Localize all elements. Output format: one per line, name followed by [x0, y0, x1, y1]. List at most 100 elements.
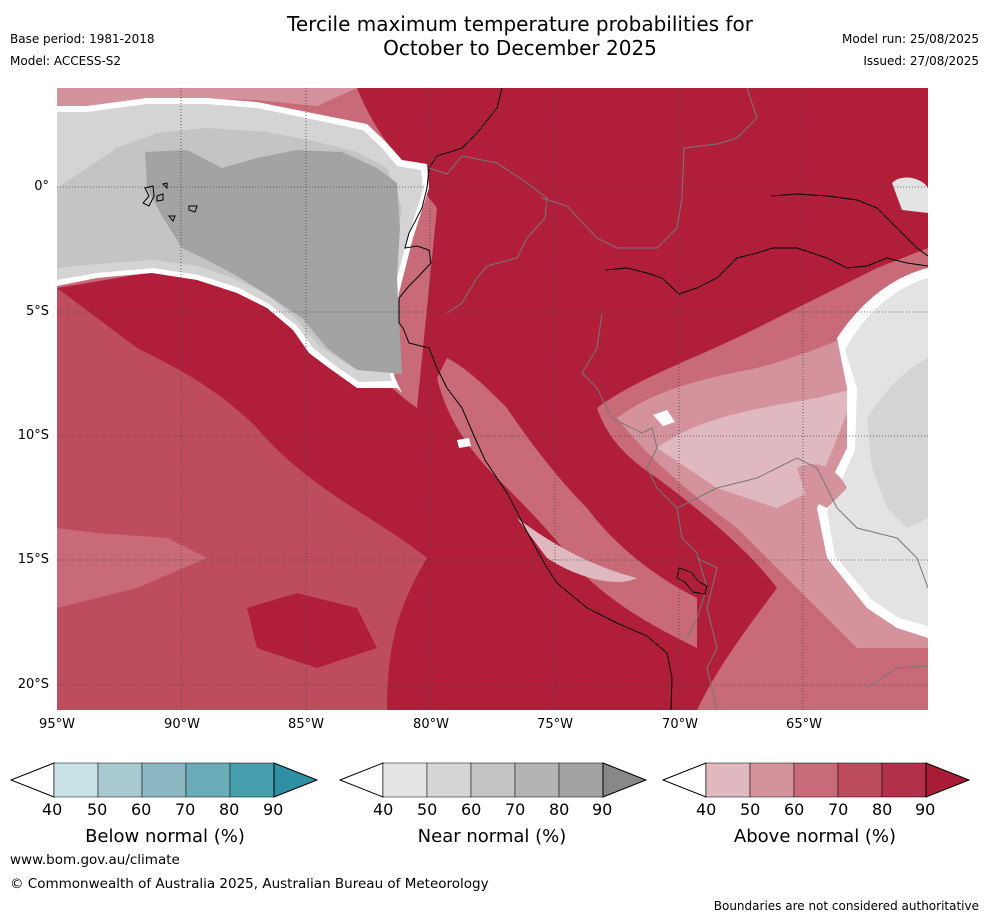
region-above-50-60-patch: [797, 464, 847, 508]
lon-label-80w: 80°W: [413, 717, 449, 732]
cbar-below-tick: 90: [263, 800, 284, 819]
cbar-below-bin-4: [185, 762, 231, 798]
island-shape: [188, 205, 198, 213]
lon-label-65w: 65°W: [786, 717, 822, 732]
cbar-near-label: Near normal (%): [417, 826, 567, 847]
lon-label-90w: 90°W: [164, 717, 200, 732]
cbar-above-bin-5: [881, 762, 927, 798]
lat-label-20s: 20°S: [17, 677, 49, 692]
region-above-80-90-ocean-s: [247, 593, 377, 668]
graticule: [57, 88, 928, 710]
probability-map: [57, 88, 928, 710]
title-line-1: Tercile maximum temperature probabilitie…: [287, 12, 753, 36]
region-above-60-70-coast: [437, 358, 697, 648]
issued-text: Issued: 27/08/2025: [863, 54, 979, 68]
lon-label-75w: 75°W: [537, 717, 573, 732]
title-line-2: October to December 2025: [383, 36, 657, 60]
cbar-above-tick: 60: [784, 800, 805, 819]
cbar-above-bin-4: [837, 762, 883, 798]
cbar-above-label: Above normal (%): [733, 826, 897, 847]
lon-label-95w: 95°W: [39, 717, 75, 732]
cbar-above-tick: 70: [828, 800, 849, 819]
region-near-50-60-east: [867, 358, 928, 528]
border-line: [428, 155, 548, 314]
model-run-text: Model run: 25/08/2025: [841, 32, 979, 46]
cbar-above-upper-arrow: [925, 762, 971, 798]
lat-label-15s: 15°S: [17, 552, 49, 567]
lat-label-0: 0°: [34, 179, 49, 194]
lon-label-85w: 85°W: [288, 717, 324, 732]
galapagos-islands: [142, 182, 198, 222]
lat-label-10s: 10°S: [17, 428, 49, 443]
region-above-50-60-north: [57, 88, 357, 118]
cbar-near-upper-arrow: [602, 762, 648, 798]
cbar-near-bin-4: [514, 762, 560, 798]
model-text: Model: ACCESS-S2: [10, 54, 122, 68]
cbar-below-upper-arrow: [273, 762, 319, 798]
cbar-below-tick: 60: [131, 800, 152, 819]
cbar-below-tick: 80: [219, 800, 240, 819]
cbar-above-tick: 40: [696, 800, 717, 819]
border-line: [676, 457, 928, 589]
copyright-text: © Commonwealth of Australia 2025, Austra…: [10, 876, 489, 892]
cbar-above-tick: 80: [872, 800, 893, 819]
disclaimer-text: Boundaries are not considered authoritat…: [713, 899, 979, 913]
cbar-above-tick: 90: [915, 800, 936, 819]
lon-label-70w: 70°W: [662, 717, 698, 732]
cbar-above-tick: 50: [740, 800, 761, 819]
cbar-below-bin-1: [53, 762, 99, 798]
cbar-near-bin-3: [470, 762, 516, 798]
colorbar-near-svg: [338, 762, 648, 798]
cbar-below-label: Below normal (%): [85, 826, 245, 847]
cbar-above-bin-2: [749, 762, 795, 798]
cbar-below-tick: 50: [87, 800, 108, 819]
cbar-near-tick: 90: [592, 800, 613, 819]
border-line: [696, 557, 718, 710]
map-title: Tercile maximum temperature probabilitie…: [0, 12, 988, 60]
cbar-below-bin-3: [141, 762, 187, 798]
river-line-north: [770, 193, 928, 257]
cbar-above-bin-1: [705, 762, 751, 798]
colorbar-above: 40 50 60 70 80 90 Above normal (%): [661, 762, 972, 852]
colorbar-near: 40 50 60 70 80 90 Near normal (%): [338, 762, 649, 852]
coastline-west: [398, 88, 673, 710]
cbar-below-lower-arrow: [9, 762, 55, 798]
cbar-near-tick: 40: [373, 800, 394, 819]
meta-left: Base period: 1981-2018 Model: ACCESS-S2: [10, 28, 155, 72]
lat-label-5s: 5°S: [25, 304, 49, 319]
cbar-near-tick: 70: [505, 800, 526, 819]
cbar-near-tick: 60: [461, 800, 482, 819]
cbar-above-bin-3: [793, 762, 839, 798]
border-line: [866, 665, 928, 689]
region-near-80-90-west: [145, 150, 402, 374]
lake-titicaca: [676, 567, 708, 595]
white-patch-1: [457, 438, 471, 448]
region-above-40-50-coast: [517, 518, 637, 582]
cbar-above-lower-arrow: [661, 762, 707, 798]
island-shape: [156, 193, 164, 202]
island-shape: [167, 215, 176, 222]
colorbar-below-svg: [9, 762, 319, 798]
cbar-below-tick: 40: [42, 800, 63, 819]
colorbar-above-svg: [661, 762, 971, 798]
cbar-near-tick: 50: [417, 800, 438, 819]
border-line: [541, 88, 758, 249]
cbar-below-bin-5: [229, 762, 275, 798]
cbar-below-tick: 70: [175, 800, 196, 819]
cbar-near-bin-1: [382, 762, 428, 798]
island-shape: [162, 182, 168, 190]
meta-right: Model run: 25/08/2025 Issued: 27/08/2025: [842, 28, 979, 72]
cbar-near-bin-2: [426, 762, 472, 798]
cbar-near-tick: 80: [549, 800, 570, 819]
country-borders: [428, 88, 928, 710]
cbar-below-bin-2: [97, 762, 143, 798]
website-link[interactable]: www.bom.gov.au/climate: [10, 852, 180, 868]
region-near-ne-patch: [892, 177, 928, 213]
map-svg: [57, 88, 928, 710]
island-shape: [142, 185, 155, 207]
cbar-near-lower-arrow: [338, 762, 384, 798]
region-above-60-70-ocean-sw: [57, 528, 207, 608]
border-line: [581, 312, 708, 639]
cbar-near-bin-5: [558, 762, 604, 798]
river-line: [604, 247, 928, 295]
